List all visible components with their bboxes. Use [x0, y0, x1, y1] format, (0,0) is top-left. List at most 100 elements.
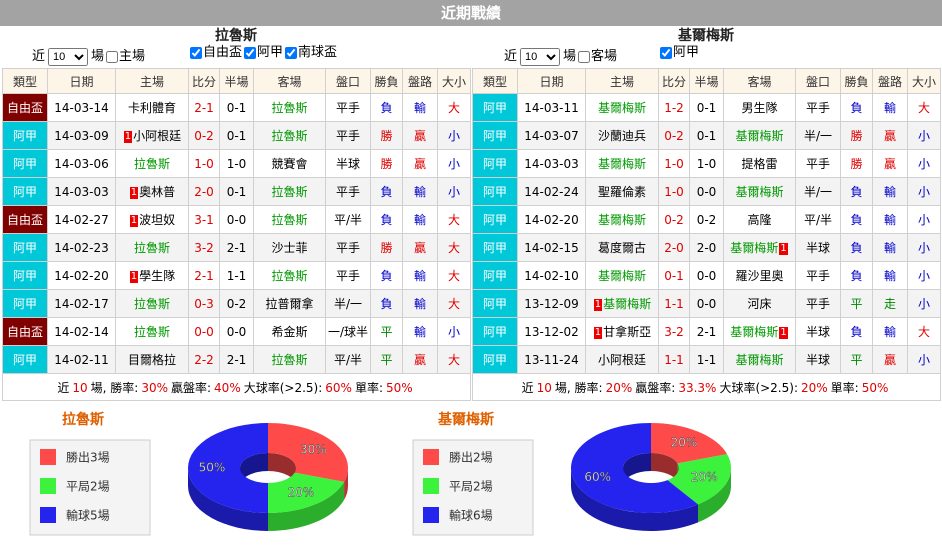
venue-checkbox[interactable] — [106, 50, 119, 63]
half-score: 0-1 — [689, 93, 724, 122]
home-team: 葛度爾古 — [585, 233, 659, 262]
handicap: 輸 — [402, 317, 438, 346]
league-type: 阿甲 — [2, 233, 48, 262]
team: 沙蘭迪兵 — [597, 129, 646, 143]
red-card: 1 — [593, 298, 603, 311]
result: 負 — [840, 261, 873, 290]
column-header: 主場 — [115, 68, 189, 94]
legend-label: 輸球5場 — [66, 508, 110, 523]
handicap-line: 平手 — [325, 177, 371, 206]
home-team: 1 學生隊 — [115, 261, 189, 290]
ou: 小 — [437, 149, 471, 178]
team: 拉魯斯 — [133, 157, 170, 171]
team: 基爾梅斯 — [735, 129, 784, 143]
team: 拉魯斯 — [133, 297, 170, 311]
handicap-line: 平手 — [325, 121, 371, 150]
league-type: 阿甲 — [472, 149, 518, 178]
score: 2-1 — [188, 261, 220, 290]
venue-checkbox[interactable] — [578, 50, 591, 63]
legend-swatch — [423, 507, 439, 523]
red-card: 1 — [123, 130, 133, 143]
team: 拉魯斯 — [271, 185, 308, 199]
date: 14-03-03 — [517, 149, 586, 178]
date: 14-02-17 — [47, 289, 116, 318]
away-team: 拉魯斯 — [253, 345, 326, 374]
result: 負 — [840, 205, 873, 234]
home-team: 卡利體育 — [115, 93, 189, 122]
team: 基爾梅斯 — [603, 297, 652, 311]
slice — [667, 454, 732, 505]
summary-odd-label: 單率: — [354, 380, 383, 395]
slice-side — [344, 468, 348, 500]
league-type: 阿甲 — [2, 121, 48, 150]
league-checkbox[interactable] — [190, 46, 202, 59]
legend-swatch — [40, 507, 56, 523]
match-row: 阿甲 14-02-11 目爾格拉 2-2 2-1 拉魯斯 平/半平贏大 — [2, 345, 471, 374]
date: 14-02-11 — [47, 345, 116, 374]
league-checkbox[interactable] — [660, 46, 672, 59]
ou: 大 — [437, 261, 471, 290]
column-header: 勝負 — [370, 68, 403, 94]
match-row: 阿甲 14-03-03 1 奧林普 2-0 0-1 拉魯斯 平手負輸小 — [2, 177, 471, 206]
summary-count: 10 — [72, 380, 88, 395]
score: 0-2 — [658, 205, 690, 234]
handicap: 輸 — [402, 93, 438, 122]
handicap: 贏 — [402, 345, 438, 374]
team: 基爾梅斯 — [730, 325, 779, 339]
half-score: 0-0 — [689, 261, 724, 290]
column-header: 大小 — [907, 68, 941, 94]
count-select[interactable]: 10 — [520, 47, 561, 66]
half-score: 0-0 — [219, 205, 254, 234]
away-team: 男生隊 — [723, 93, 796, 122]
column-header: 比分 — [658, 68, 690, 94]
match-row: 阿甲 14-02-15 葛度爾古 2-0 2-0 基爾梅斯 1 半球負輸小 — [472, 233, 941, 262]
summary-cover-label: 贏盤率: — [635, 380, 676, 395]
result: 勝 — [370, 233, 403, 262]
away-team: 基爾梅斯 1 — [723, 233, 796, 262]
date: 14-03-03 — [47, 177, 116, 206]
team-name: 基爾梅斯 — [678, 28, 734, 44]
league-checkbox[interactable] — [244, 46, 257, 59]
result: 負 — [370, 205, 403, 234]
league-type: 自由盃 — [2, 317, 48, 346]
result: 勝 — [840, 121, 873, 150]
match-row: 自由盃 14-03-14 卡利體育 2-1 0-1 拉魯斯 平手負輸大 — [2, 93, 471, 122]
match-row: 阿甲 14-02-24 聖羅倫素 1-0 0-0 基爾梅斯 半/一負輸小 — [472, 177, 941, 206]
legend-label: 平局2場 — [66, 480, 110, 494]
result: 負 — [840, 93, 873, 122]
team: 拉魯斯 — [133, 241, 170, 255]
count-filter: 近 10 場客場 — [504, 46, 617, 68]
league-checkbox[interactable] — [285, 46, 298, 59]
ou: 大 — [907, 317, 941, 346]
count-select[interactable]: 10 — [48, 47, 89, 66]
handicap-line: 平手 — [795, 149, 841, 178]
legend-label: 勝出3場 — [66, 450, 110, 465]
home-team: 基爾梅斯 — [585, 261, 659, 290]
league-label: 阿甲 — [673, 45, 700, 60]
half-score: 0-0 — [689, 289, 724, 318]
team-name: 拉魯斯 — [215, 28, 257, 44]
half-score: 0-2 — [219, 289, 254, 318]
ou: 小 — [907, 149, 941, 178]
summary-odd: 50% — [861, 380, 889, 395]
handicap: 輸 — [402, 289, 438, 318]
summary: 近 10 場, 勝率: 30% 贏盤率: 40% 大球率(>2.5): 60% 單率: 50% — [2, 373, 471, 401]
results-table: 類型 日期 主場 比分 半場 客場 盤口 勝負 盤路 大小 阿甲 14-03-11 基爾梅斯 1-2 0-1… — [472, 68, 941, 401]
team: 基爾梅斯 — [597, 101, 646, 115]
score: 1-1 — [658, 289, 690, 318]
match-row: 阿甲 14-02-17 拉魯斯 0-3 0-2 拉普爾拿 半/一負輸大 — [2, 289, 471, 318]
date: 14-02-24 — [517, 177, 586, 206]
date: 14-03-07 — [517, 121, 586, 150]
score: 1-0 — [658, 177, 690, 206]
handicap-line: 半/一 — [795, 177, 841, 206]
ou: 大 — [437, 289, 471, 318]
half-score: 0-2 — [689, 205, 724, 234]
away-team: 高隆 — [723, 205, 796, 234]
score: 0-2 — [658, 121, 690, 150]
match-row: 阿甲 14-02-10 基爾梅斯 0-1 0-0 羅沙里奧 平手負輸小 — [472, 261, 941, 290]
summary-row: 近 10 場, 勝率: 30% 贏盤率: 40% 大球率(>2.5): 60% 單率: 50% — [2, 373, 471, 401]
summary-cover: 40% — [214, 380, 241, 395]
match-row: 自由盃 14-02-27 1 波坦奴 3-1 0-0 拉魯斯 平/半負輸大 — [2, 205, 471, 234]
summary-count: 10 — [536, 380, 552, 395]
